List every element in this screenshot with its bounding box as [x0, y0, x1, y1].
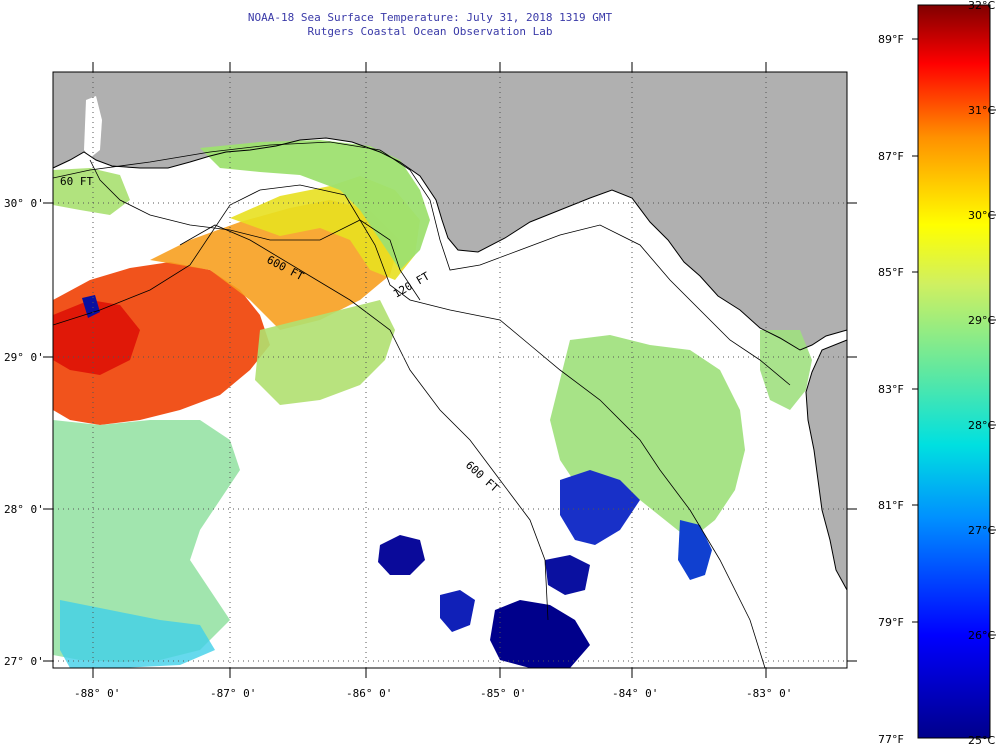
sst-cold-west-edge	[82, 295, 100, 318]
sst-cold-central	[560, 470, 640, 545]
lon-label: -85° 0'	[480, 687, 526, 700]
colorbar-celsius-label: 25°C	[968, 734, 995, 747]
colorbar	[917, 4, 991, 739]
lon-label: -83° 0'	[746, 687, 792, 700]
colorbar-fahrenheit-label: 79°F	[878, 616, 904, 629]
colorbar-fahrenheit-label: 83°F	[878, 383, 904, 396]
sst-cold-coastal	[678, 520, 712, 580]
isobaths	[52, 141, 791, 669]
colorbar-celsius-label: 30°C	[968, 209, 995, 222]
sst-southwest-mix	[53, 420, 240, 662]
florida-land	[806, 340, 847, 590]
lon-label: -88° 0'	[74, 687, 120, 700]
land-mass	[53, 72, 847, 350]
sst-cold-southwest	[378, 535, 425, 575]
florida-coastline	[805, 339, 848, 591]
lat-label: 29° 0'	[4, 351, 44, 364]
colorbar-celsius-label: 26°C	[968, 629, 995, 642]
lat-label: 28° 0'	[4, 503, 44, 516]
colorbar-celsius-label: 29°C	[968, 314, 995, 327]
colorbar-fahrenheit-label: 89°F	[878, 33, 904, 46]
sst-green-west	[53, 168, 130, 215]
lat-label: 30° 0'	[4, 197, 44, 210]
map-frame-border	[52, 71, 848, 669]
sst-cold-mid	[545, 555, 590, 595]
sst-cyan-south	[60, 600, 215, 668]
map-title: NOAA-18 Sea Surface Temperature: July 31…	[247, 11, 613, 24]
sst-green-coastal	[760, 330, 812, 410]
sst-green-north	[200, 140, 430, 270]
sst-cold-south	[490, 600, 590, 668]
colorbar-fahrenheit-label: 81°F	[878, 499, 904, 512]
coastline	[52, 137, 848, 351]
lon-label: -84° 0'	[612, 687, 658, 700]
colorbar-celsius-label: 31°C	[968, 104, 995, 117]
sst-red-core	[53, 300, 140, 375]
sst-warm-patch	[53, 262, 270, 425]
colorbar-fahrenheit-label: 85°F	[878, 266, 904, 279]
colorbar-celsius-label: 32°C	[968, 0, 995, 12]
tick-marks	[43, 62, 857, 678]
lon-label: -87° 0'	[210, 687, 256, 700]
colorbar-ticks	[912, 38, 996, 636]
colorbar-fahrenheit-label: 77°F	[878, 733, 904, 746]
lat-label: 27° 0'	[4, 655, 44, 668]
colorbar-celsius-label: 28°C	[968, 419, 995, 432]
colorbar-fahrenheit-label: 87°F	[878, 150, 904, 163]
sst-green-central	[255, 300, 395, 405]
sst-cold-patch-2	[440, 590, 475, 632]
map-subtitle: Rutgers Coastal Ocean Observation Lab	[307, 25, 553, 38]
lon-label: -86° 0'	[346, 687, 392, 700]
colorbar-celsius-label: 27°C	[968, 524, 995, 537]
isobath-label: 60 FT	[60, 175, 93, 188]
